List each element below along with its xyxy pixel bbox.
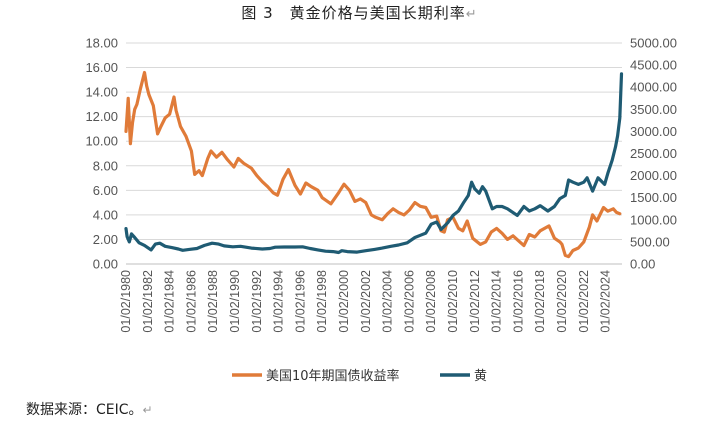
- y-left-tick-label: 10.00: [85, 134, 118, 149]
- x-tick-label: 01/02/1996: [293, 270, 307, 333]
- y-left-tick-label: 6.00: [93, 183, 118, 198]
- x-tick-label: 01/02/2018: [533, 270, 547, 333]
- chart-svg: 0.00 2.00 4.00 6.00 8.00 10.00 12.00 14.00 16.00…: [85, 36, 677, 386]
- x-axis: 01/02/1980 01/02/1982 01/02/1984 01/02/1986…: [119, 263, 622, 333]
- chart-title: 图 3 黄金价格与美国长期利率↵: [0, 2, 719, 23]
- x-tick-label: 01/02/2000: [337, 270, 351, 333]
- chart-title-text: 图 3 黄金价格与美国长期利率: [241, 4, 466, 22]
- y-right-tick-label: 3500.00: [630, 102, 677, 117]
- x-tick-label: 01/02/2010: [446, 270, 460, 333]
- series-line-gold: [124, 72, 624, 255]
- x-tick-label: 01/02/2002: [359, 270, 373, 333]
- y-right-tick-label: 0.00: [630, 257, 655, 272]
- x-tick-label: 01/02/1980: [119, 270, 133, 333]
- x-tick-label: 01/02/2020: [555, 270, 569, 333]
- x-tick-label: 01/02/1990: [228, 270, 242, 333]
- paragraph-mark-icon: ↵: [465, 7, 478, 22]
- x-tick-label: 01/02/2012: [468, 270, 482, 333]
- x-tick-label: 01/02/2008: [424, 270, 438, 333]
- legend-fade-overlay: [492, 364, 622, 386]
- x-tick-label: 01/02/2016: [511, 270, 525, 333]
- y-left-tick-label: 2.00: [93, 232, 118, 247]
- source-text: 数据来源：CEIC。: [26, 402, 143, 418]
- series-line-rate: [124, 70, 622, 259]
- y-right-tick-label: 2500.00: [630, 146, 677, 161]
- y-left-tick-label: 14.00: [85, 85, 118, 100]
- y-right-tick-label: 4500.00: [630, 58, 677, 73]
- x-tick-label: 01/02/2006: [402, 270, 416, 333]
- x-tick-label: 01/02/2024: [599, 270, 613, 333]
- y-right-tick-label: 1500.00: [630, 190, 677, 205]
- legend-label: 美国10年期国债收益率: [266, 368, 400, 384]
- x-tick-label: 01/02/1984: [163, 270, 177, 333]
- x-tick-label: 01/02/1998: [315, 270, 329, 333]
- y-left-tick-label: 16.00: [85, 60, 118, 75]
- y-right-tick-label: 500.00: [630, 234, 670, 249]
- y-axis-right: 0.00 500.00 1000.00 1500.00 2000.00 2500.00 30…: [630, 36, 677, 272]
- y-right-tick-label: 1000.00: [630, 212, 677, 227]
- x-tick-label: 01/02/1994: [272, 270, 286, 333]
- x-tick-label: 01/02/2014: [490, 270, 504, 333]
- legend-label: 黄: [474, 369, 487, 384]
- x-tick-label: 01/02/1986: [184, 270, 198, 333]
- plot-lines: [124, 70, 624, 259]
- y-right-tick-label: 5000.00: [630, 36, 677, 51]
- x-tick-label: 01/02/1988: [206, 270, 220, 333]
- x-tick-label: 01/02/1992: [250, 270, 264, 333]
- x-tick-label: 01/02/1982: [141, 270, 155, 333]
- source-note: 数据来源：CEIC。↵: [26, 399, 153, 419]
- y-right-tick-label: 2000.00: [630, 168, 677, 183]
- y-right-tick-label: 3000.00: [630, 124, 677, 139]
- y-left-tick-label: 18.00: [85, 36, 118, 51]
- y-axis-left: 0.00 2.00 4.00 6.00 8.00 10.00 12.00 14.00 16.00…: [85, 36, 118, 272]
- x-tick-label: 01/02/2022: [577, 270, 591, 333]
- y-left-tick-label: 8.00: [93, 158, 118, 173]
- x-tick-label: 01/02/2004: [381, 270, 395, 333]
- grid: [126, 42, 622, 265]
- paragraph-mark-icon: ↵: [142, 403, 153, 417]
- legend: 美国10年期国债收益率 黄: [232, 364, 622, 386]
- y-right-tick-label: 4000.00: [630, 80, 677, 95]
- y-left-tick-label: 12.00: [85, 109, 118, 124]
- y-left-tick-label: 4.00: [93, 207, 118, 222]
- y-left-tick-label: 0.00: [93, 257, 118, 272]
